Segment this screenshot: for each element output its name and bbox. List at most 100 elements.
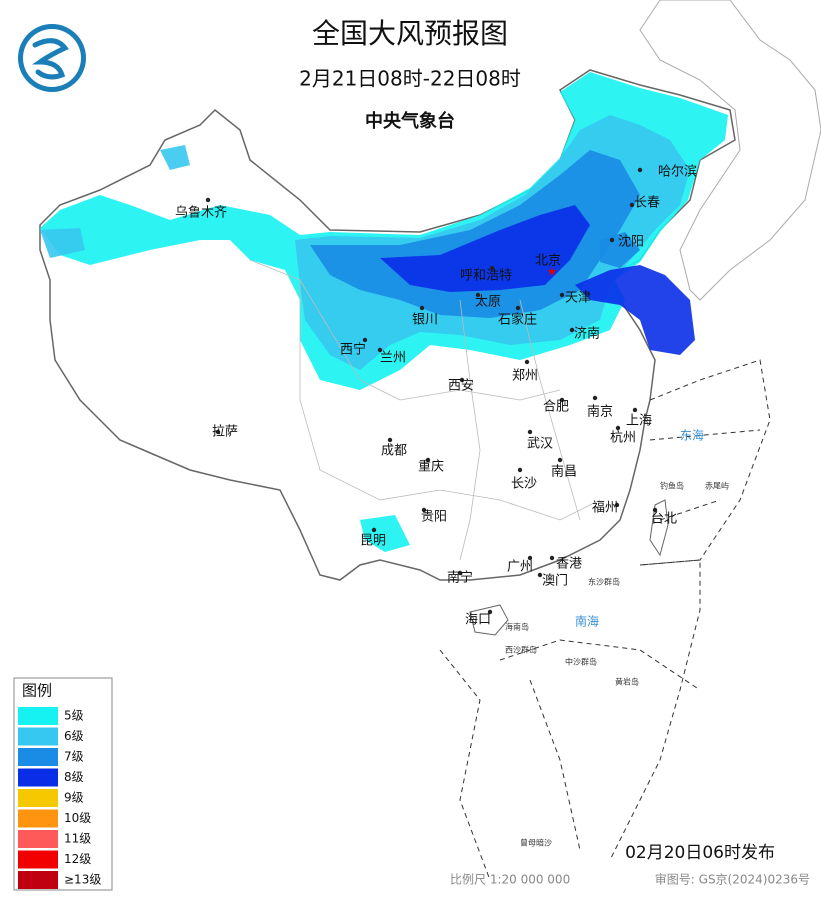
city-label: 武汉 — [527, 437, 553, 452]
city-dot — [592, 395, 598, 401]
city-dot — [527, 429, 533, 435]
city-dot — [615, 425, 621, 431]
legend-swatch — [18, 707, 58, 725]
city-label: 济南 — [574, 326, 600, 342]
hainan-outline — [469, 604, 509, 636]
city-dot — [549, 555, 555, 561]
city-dot — [517, 467, 523, 473]
city-label: 石家庄 — [498, 312, 537, 328]
legend-title: 图例 — [22, 682, 52, 700]
sea-boundaries — [439, 359, 771, 881]
city-dot — [629, 202, 635, 208]
capital-star: ★ — [547, 265, 558, 279]
city-dot — [489, 265, 495, 271]
city-label: 银川 — [412, 313, 438, 328]
wind-area — [380, 205, 590, 292]
city-dot — [377, 347, 383, 353]
city-label: 太原 — [475, 295, 501, 310]
city-dot — [637, 167, 643, 173]
legend: 图例 5级 6级 7级 8级 9级 10级 11级 12级 ≥13级 — [13, 677, 113, 891]
city-label: 贵阳 — [421, 510, 447, 525]
legend-swatch — [18, 789, 58, 807]
city-dot — [569, 327, 575, 333]
city-label: 重庆 — [418, 459, 444, 475]
wind-area — [160, 145, 190, 170]
wind-area — [310, 150, 640, 318]
city-dot — [527, 555, 533, 561]
city-dot — [524, 359, 530, 365]
sea-label: 南海 — [575, 614, 599, 629]
island-label: 西沙群岛 — [505, 645, 537, 655]
city-label: 福州 — [592, 501, 618, 516]
city-label: 郑州 — [512, 369, 538, 384]
city-dot — [215, 429, 221, 435]
city-label: 长春 — [634, 196, 660, 211]
city-label: 合肥 — [543, 400, 569, 415]
province-border — [519, 299, 581, 521]
city-label: 哈尔滨 — [658, 164, 697, 180]
island-label: 海南岛 — [505, 622, 529, 632]
wind-area — [40, 228, 85, 258]
city-label: 成都 — [381, 444, 407, 459]
legend-swatch — [18, 830, 58, 848]
city-dot — [557, 457, 563, 463]
city-label: 沈阳 — [618, 235, 644, 250]
city-label: 香港 — [556, 557, 582, 572]
province-border — [459, 299, 481, 561]
city-dot — [559, 292, 565, 298]
forecast-period: 2月21日08时-22日08时 — [299, 67, 521, 91]
legend-swatch — [18, 850, 58, 869]
city-label: 长沙 — [511, 477, 537, 492]
legend-label: 9级 — [64, 791, 84, 805]
legend-swatch — [18, 809, 58, 828]
city-label: 台北 — [651, 512, 677, 527]
city-label: 北京 — [535, 254, 561, 269]
issuer: 中央气象台 — [365, 110, 455, 132]
dashed-line — [639, 359, 771, 566]
legend-label: 6级 — [64, 729, 84, 743]
city-dot — [487, 609, 493, 615]
taiwan-outline — [649, 499, 669, 557]
map-scale: 比例尺 1:20 000 000 — [450, 873, 570, 887]
city-label: 上海 — [626, 414, 652, 429]
city-dot — [632, 407, 638, 413]
province-border — [299, 280, 601, 521]
legend-label: 7级 — [64, 750, 84, 764]
city-dot — [459, 377, 465, 383]
city-label: 天津 — [565, 291, 591, 306]
legend-label: 5级 — [64, 709, 84, 723]
wind-area — [575, 265, 695, 355]
legend-label: ≥13级 — [64, 873, 101, 887]
cities: 哈尔滨长春沈阳乌鲁木齐★北京呼和浩特天津太原石家庄银川济南西宁兰州西安郑州合肥南… — [175, 164, 697, 628]
legend-label: 11级 — [64, 832, 91, 846]
city-dot — [614, 502, 620, 508]
legend-label: 10级 — [64, 811, 91, 825]
legend-swatch — [18, 768, 58, 787]
city-dot — [362, 337, 368, 343]
city-dot — [457, 570, 463, 576]
city-label: 南宁 — [447, 570, 473, 586]
city-label: 西宁 — [340, 342, 366, 358]
map-number: 审图号: GS京(2024)0236号 — [655, 872, 810, 887]
city-dot — [609, 237, 615, 243]
city-dot — [652, 507, 658, 513]
city-dot — [515, 305, 521, 311]
dashed-line — [499, 639, 701, 691]
city-dot — [559, 397, 565, 403]
city-dot — [387, 437, 393, 443]
legend-swatch — [18, 727, 58, 746]
legend-swatch — [18, 871, 58, 889]
province-border — [249, 259, 561, 401]
legend-swatch — [18, 748, 58, 766]
city-label: 拉萨 — [212, 425, 238, 440]
boundaries — [249, 259, 601, 561]
city-label: 兰州 — [380, 351, 406, 366]
island-label: 曾母暗沙 — [520, 838, 552, 848]
city-label: 杭州 — [610, 431, 636, 446]
island-label: 东沙群岛 — [588, 577, 620, 587]
island-label: 黄岩岛 — [615, 677, 639, 687]
island-label: 赤尾屿 — [705, 482, 729, 491]
city-dot — [537, 572, 543, 578]
city-label: 呼和浩特 — [460, 269, 512, 284]
logo — [18, 24, 86, 92]
